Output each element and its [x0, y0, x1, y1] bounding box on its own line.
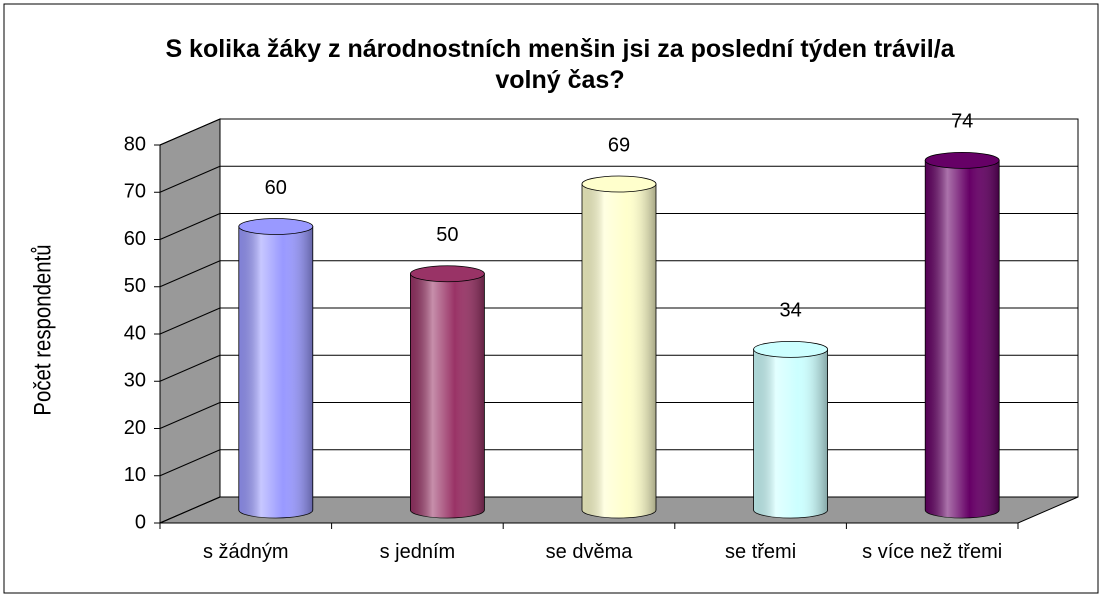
grid-line	[159, 260, 221, 288]
grid-line	[159, 402, 221, 429]
chart-title: S kolika žáky z národnostních menšin jsi…	[165, 35, 955, 94]
bar-top	[581, 175, 657, 193]
y-tick-label: 0	[135, 511, 146, 533]
bar-shade	[410, 273, 485, 518]
grid-line	[159, 354, 221, 382]
y-tick-label: 20	[124, 417, 146, 439]
bar-top	[409, 265, 485, 283]
grid-line	[159, 165, 221, 193]
grid-line	[159, 118, 221, 146]
y-tick-label: 50	[124, 275, 146, 297]
x-tick-label: se třemi	[725, 541, 797, 563]
y-axis-label: Počet respondentů	[29, 244, 56, 415]
y-tick-label: 70	[124, 181, 146, 203]
data-label: 34	[779, 300, 801, 322]
y-tick-label: 30	[124, 370, 146, 392]
x-tick-label: s více než třemi	[862, 541, 1003, 563]
y-tick-label: 40	[124, 322, 146, 344]
bar-shade	[238, 226, 313, 518]
bar-shade	[753, 349, 828, 518]
grid-line	[159, 496, 221, 524]
x-tick-label: s žádným	[203, 541, 289, 563]
x-tick-label: se dvěma	[545, 541, 633, 563]
bar-top	[238, 218, 314, 235]
bar-shade	[925, 160, 1000, 518]
bar-top	[753, 340, 828, 358]
data-label: 50	[436, 224, 458, 246]
bar-top	[924, 151, 1000, 169]
x-tick-label: s jedním	[379, 541, 456, 563]
y-tick-label: 60	[124, 228, 146, 250]
data-label: 69	[608, 134, 630, 156]
bar-shade	[582, 183, 656, 518]
grid-line	[159, 307, 221, 335]
y-tick-label: 10	[124, 464, 146, 486]
data-label: 60	[265, 177, 287, 199]
grid-line	[159, 213, 221, 240]
data-label: 74	[951, 111, 973, 133]
grid-line	[159, 449, 221, 477]
y-tick-label: 80	[124, 133, 146, 155]
